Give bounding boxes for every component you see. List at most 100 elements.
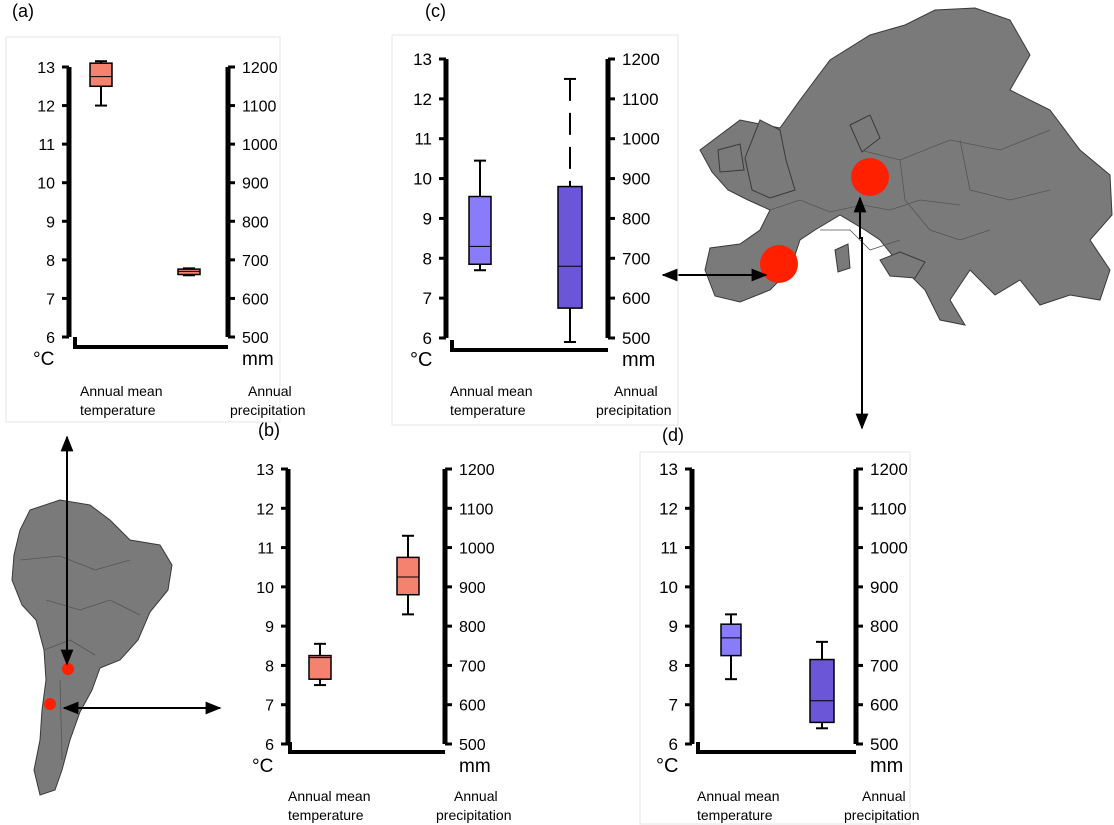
category-label: Annual precipitation bbox=[230, 383, 306, 418]
left-tick-label: 9 bbox=[46, 214, 55, 231]
box-iqr bbox=[720, 623, 742, 657]
box-iqr bbox=[308, 654, 332, 680]
category-baseline bbox=[696, 742, 856, 754]
box-iqr bbox=[89, 62, 113, 88]
left-tick-label: 12 bbox=[659, 499, 678, 518]
right-tick-label: 800 bbox=[242, 214, 269, 231]
category-label: Annual mean temperature bbox=[450, 383, 533, 418]
left-tick-label: 11 bbox=[38, 137, 55, 154]
left-tick-label: 8 bbox=[423, 249, 432, 268]
europe-map bbox=[699, 7, 1113, 326]
left-tick-label: 7 bbox=[46, 291, 55, 308]
left-tick-label: 8 bbox=[46, 253, 55, 270]
right-tick-label: 900 bbox=[622, 170, 650, 189]
right-unit-label: mm bbox=[459, 756, 491, 777]
category-label: Annual precipitation bbox=[436, 788, 512, 823]
right-tick-label: 600 bbox=[622, 289, 650, 308]
category-label: Annual precipitation bbox=[844, 788, 920, 823]
right-tick-label: 500 bbox=[622, 329, 650, 348]
left-tick-label: 13 bbox=[256, 462, 274, 479]
right-tick-label: 900 bbox=[870, 578, 898, 597]
box-plot-temperature bbox=[720, 613, 742, 681]
box-iqr bbox=[396, 556, 420, 596]
category-baseline bbox=[73, 337, 228, 349]
panel-c-frame bbox=[391, 34, 679, 426]
left-tick-label: 13 bbox=[413, 50, 432, 69]
right-tick-label: 600 bbox=[459, 698, 486, 715]
right-tick-label: 1100 bbox=[459, 501, 494, 518]
site-marker-germany bbox=[851, 158, 889, 196]
left-unit-label: °C bbox=[252, 756, 273, 777]
category-baseline bbox=[450, 340, 608, 352]
left-tick-label: 13 bbox=[659, 460, 678, 479]
site-marker-south-america-north bbox=[62, 663, 74, 675]
box-plot-precipitation bbox=[557, 77, 583, 343]
box-plot-temperature bbox=[468, 159, 492, 272]
right-tick-label: 800 bbox=[459, 619, 486, 636]
right-tick-label: 500 bbox=[242, 330, 269, 347]
category-baseline bbox=[288, 742, 445, 754]
left-tick-label: 7 bbox=[265, 698, 274, 715]
right-tick-label: 900 bbox=[242, 176, 269, 193]
right-tick-label: 700 bbox=[459, 658, 486, 675]
right-tick-label: 800 bbox=[622, 209, 650, 228]
panel-label: (d) bbox=[662, 425, 684, 445]
panel-d-frame bbox=[639, 451, 911, 825]
right-tick-label: 1000 bbox=[242, 137, 278, 154]
left-tick-label: 8 bbox=[669, 656, 678, 675]
left-tick-label: 6 bbox=[669, 735, 678, 754]
left-tick-label: 7 bbox=[423, 289, 432, 308]
left-tick-label: 11 bbox=[414, 130, 432, 149]
chart-panel-c: (c) 13 12 11 10 9 8 7 6 1200 1100 1000 900 800 700 600 5… bbox=[410, 1, 672, 418]
left-tick-label: 12 bbox=[413, 90, 432, 109]
right-tick-label: 500 bbox=[870, 735, 898, 754]
box-plot-temperature bbox=[89, 60, 113, 107]
category-label: Annual mean temperature bbox=[80, 383, 163, 418]
left-tick-label: 7 bbox=[669, 696, 678, 715]
left-tick-label: 10 bbox=[256, 580, 274, 597]
right-unit-label: mm bbox=[622, 349, 655, 371]
box-iqr bbox=[557, 185, 583, 309]
box-iqr bbox=[809, 658, 835, 724]
chart-panel-d: (d) 13 12 11 10 9 8 7 6 1200 1100 1000 900 800 700 600 5… bbox=[656, 425, 920, 823]
right-tick-label: 800 bbox=[870, 617, 898, 636]
panel-label: (b) bbox=[258, 420, 280, 440]
right-tick-label: 900 bbox=[459, 580, 486, 597]
right-tick-label: 1200 bbox=[870, 460, 908, 479]
left-tick-label: 10 bbox=[413, 170, 432, 189]
arrow-panel-d bbox=[853, 196, 869, 430]
panel-a-frame bbox=[5, 36, 281, 423]
right-unit-label: mm bbox=[870, 755, 903, 777]
right-tick-label: 1200 bbox=[459, 462, 495, 479]
right-tick-label: 700 bbox=[870, 656, 898, 675]
right-tick-label: 1200 bbox=[242, 60, 278, 77]
left-unit-label: °C bbox=[410, 349, 432, 371]
left-tick-label: 10 bbox=[659, 578, 678, 597]
right-tick-label: 600 bbox=[870, 696, 898, 715]
right-tick-label: 1000 bbox=[459, 541, 495, 558]
chart-panel-a: (a) 13 12 11 10 9 8 7 6 1200 1100 1000 900 800 700 600 5… bbox=[12, 1, 306, 418]
left-tick-label: 6 bbox=[265, 737, 274, 754]
right-tick-label: 1000 bbox=[622, 130, 660, 149]
right-tick-label: 1000 bbox=[870, 539, 908, 558]
south-america-map bbox=[11, 499, 173, 796]
right-tick-label: 700 bbox=[622, 249, 650, 268]
chart-panel-b: (b) 13 12 11 10 9 8 7 6 1200 1100 1000 900 800 700 600 5… bbox=[252, 420, 512, 823]
left-tick-label: 9 bbox=[423, 209, 432, 228]
left-tick-label: 13 bbox=[37, 60, 55, 77]
left-tick-label: 6 bbox=[423, 329, 432, 348]
box-plot-temperature bbox=[308, 642, 332, 687]
right-unit-label: mm bbox=[242, 349, 274, 370]
left-unit-label: °C bbox=[656, 755, 678, 777]
right-tick-label: 1100 bbox=[622, 90, 659, 109]
panel-label: (c) bbox=[425, 1, 446, 21]
box-iqr bbox=[468, 195, 492, 266]
category-label: Annual precipitation bbox=[596, 383, 672, 418]
right-tick-label: 500 bbox=[459, 737, 486, 754]
right-tick-label: 600 bbox=[242, 291, 269, 308]
left-tick-label: 10 bbox=[37, 176, 55, 193]
right-tick-label: 1100 bbox=[870, 499, 907, 518]
left-unit-label: °C bbox=[33, 349, 54, 370]
left-tick-label: 11 bbox=[257, 541, 274, 558]
